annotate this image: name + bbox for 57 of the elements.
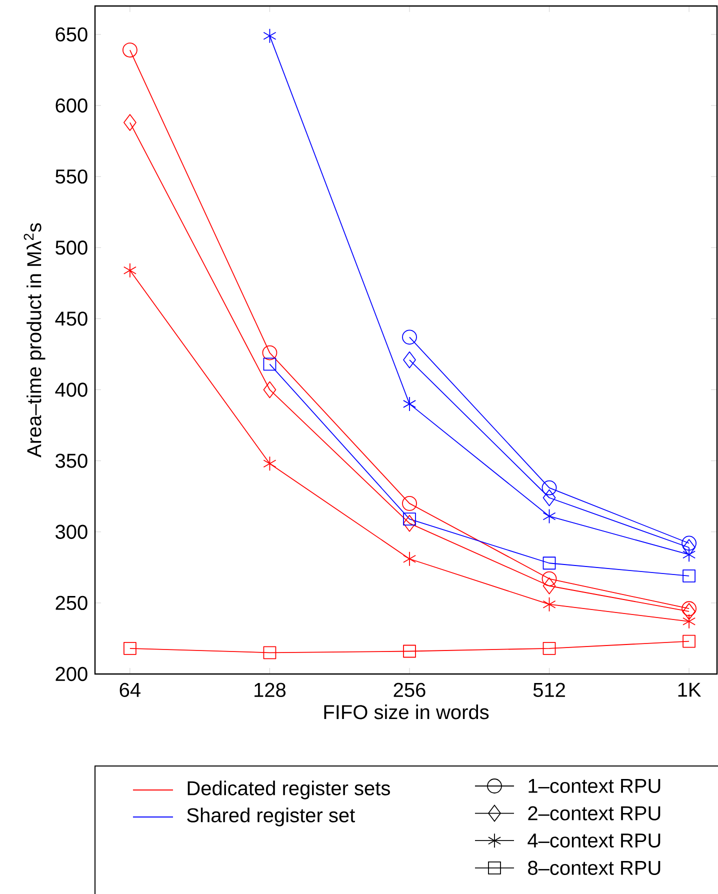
y-tick-label: 600 xyxy=(56,98,88,113)
x-axis-title: FIFO size in words xyxy=(324,704,489,720)
y-tick-label: 200 xyxy=(56,666,88,682)
legend-label: 4–context RPU xyxy=(528,834,660,848)
point xyxy=(682,603,696,620)
point xyxy=(403,512,416,526)
point xyxy=(542,480,557,496)
point xyxy=(262,345,278,360)
point xyxy=(542,489,556,506)
point xyxy=(123,114,136,131)
y-tick-label: 650 xyxy=(56,27,88,42)
point xyxy=(403,644,416,658)
point xyxy=(542,596,556,612)
point xyxy=(263,381,276,398)
point xyxy=(402,330,417,345)
legend-label: 2–context RPU xyxy=(528,806,660,820)
point xyxy=(682,536,696,551)
legend-label: Dedicated register sets xyxy=(188,780,390,800)
legend-label: 8–context RPU xyxy=(528,860,660,875)
point xyxy=(122,42,138,58)
x-tick-label: 256 xyxy=(394,682,426,698)
point xyxy=(263,358,276,371)
legend-label: 1–context RPU xyxy=(528,779,660,793)
point xyxy=(402,551,416,566)
point xyxy=(403,351,416,368)
y-tick-label: 400 xyxy=(55,382,88,397)
point xyxy=(402,396,416,412)
point xyxy=(682,547,696,562)
point xyxy=(542,642,556,655)
y-tick-label: 500 xyxy=(56,240,88,255)
point xyxy=(542,508,556,524)
point xyxy=(682,539,696,556)
y-tick-label: 450 xyxy=(55,312,88,326)
point xyxy=(263,646,276,660)
point xyxy=(263,28,276,44)
x-tick-label: 64 xyxy=(120,682,140,698)
x-tick-label: 128 xyxy=(254,682,286,698)
y-axis-title: Area–time product in Mλ$^{2}$s xyxy=(24,223,46,458)
point xyxy=(402,496,417,511)
x-tick-label: 512 xyxy=(533,682,565,698)
x-tick-label: 1K xyxy=(678,682,702,697)
point xyxy=(682,569,696,582)
point xyxy=(403,514,416,532)
point xyxy=(542,571,557,586)
y-tick-label: 550 xyxy=(56,169,88,184)
y-tick-label: 250 xyxy=(56,596,88,610)
point xyxy=(682,634,696,648)
point xyxy=(123,642,136,655)
point xyxy=(682,601,696,616)
y-tick-label: 350 xyxy=(56,454,88,468)
point xyxy=(542,556,556,570)
point xyxy=(542,577,556,594)
point xyxy=(123,262,136,278)
point xyxy=(682,614,696,629)
legend-label: Shared register set xyxy=(187,808,355,826)
point xyxy=(263,456,276,472)
y-tick-label: 300 xyxy=(56,524,88,539)
